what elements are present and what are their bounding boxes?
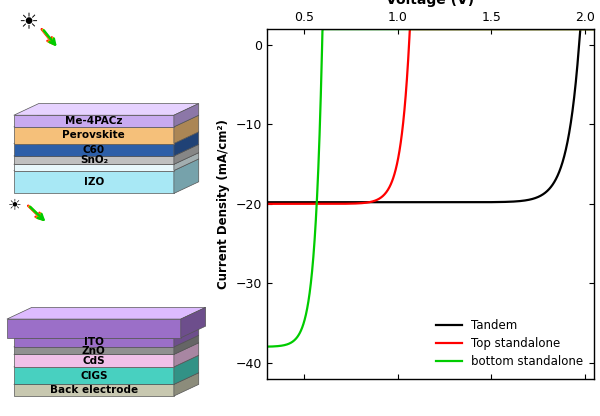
Tandem [260,200,267,205]
Line: Top standalone: Top standalone [263,29,594,204]
Line: bottom standalone: bottom standalone [263,29,594,347]
X-axis label: Voltage (V): Voltage (V) [386,0,475,7]
Polygon shape [181,307,206,338]
Tandem [452,200,459,205]
Polygon shape [14,115,199,127]
Polygon shape [14,343,199,354]
Top standalone [511,27,518,32]
Text: Me-4PACz: Me-4PACz [65,116,122,126]
Tandem [590,27,598,32]
Y-axis label: Current Density (mA/cm²): Current Density (mA/cm²) [217,119,230,289]
Polygon shape [174,373,199,396]
Text: ☀️: ☀️ [19,13,39,33]
Polygon shape [14,338,174,347]
Polygon shape [174,144,199,164]
Polygon shape [14,164,174,171]
Top standalone [407,27,414,32]
Top standalone [590,27,598,32]
bottom standalone [590,27,598,32]
Line: Tandem: Tandem [263,29,594,202]
Text: ZnO: ZnO [82,346,106,356]
Top standalone [471,27,478,32]
Top standalone [260,201,267,206]
Polygon shape [14,335,199,347]
Polygon shape [14,144,199,156]
Polygon shape [174,335,199,354]
Tandem [280,200,287,205]
Tandem [544,188,551,193]
Top standalone [452,27,460,32]
Tandem [511,199,518,204]
bottom standalone [280,343,287,348]
Polygon shape [14,132,199,144]
Text: Back electrode: Back electrode [50,385,138,395]
Polygon shape [7,319,181,338]
Polygon shape [14,367,174,384]
Text: CdS: CdS [83,356,105,366]
Polygon shape [14,144,174,156]
Polygon shape [14,355,199,367]
Polygon shape [14,384,174,396]
Text: SnO₂: SnO₂ [80,155,108,165]
Polygon shape [14,171,174,193]
Polygon shape [174,343,199,367]
Polygon shape [174,104,199,127]
Polygon shape [174,326,199,347]
Text: Perovskite: Perovskite [62,130,125,140]
bottom standalone [452,27,460,32]
bottom standalone [471,27,478,32]
Polygon shape [14,373,199,384]
Polygon shape [14,115,174,127]
bottom standalone [319,27,326,32]
Top standalone [461,27,468,32]
Polygon shape [174,132,199,156]
Polygon shape [14,347,174,354]
Text: ☀️: ☀️ [8,198,22,213]
Polygon shape [174,115,199,144]
Polygon shape [14,153,199,164]
Text: CIGS: CIGS [80,371,107,381]
Polygon shape [14,156,174,164]
Top standalone [545,27,552,32]
Polygon shape [14,127,174,144]
Polygon shape [174,355,199,384]
Polygon shape [174,153,199,171]
bottom standalone [461,27,468,32]
Polygon shape [14,354,174,367]
Polygon shape [14,104,199,115]
bottom standalone [511,27,518,32]
Polygon shape [7,307,206,319]
Top standalone [280,201,287,206]
Legend: Tandem, Top standalone, bottom standalone: Tandem, Top standalone, bottom standalon… [431,315,588,373]
Polygon shape [14,326,199,338]
Polygon shape [14,159,199,171]
bottom standalone [545,27,552,32]
Text: C60: C60 [83,145,105,155]
bottom standalone [260,344,267,349]
Tandem [470,200,478,205]
Text: IZO: IZO [84,177,104,187]
Text: ITO: ITO [84,337,104,347]
Polygon shape [174,159,199,193]
Tandem [460,200,467,205]
Tandem [577,27,584,32]
